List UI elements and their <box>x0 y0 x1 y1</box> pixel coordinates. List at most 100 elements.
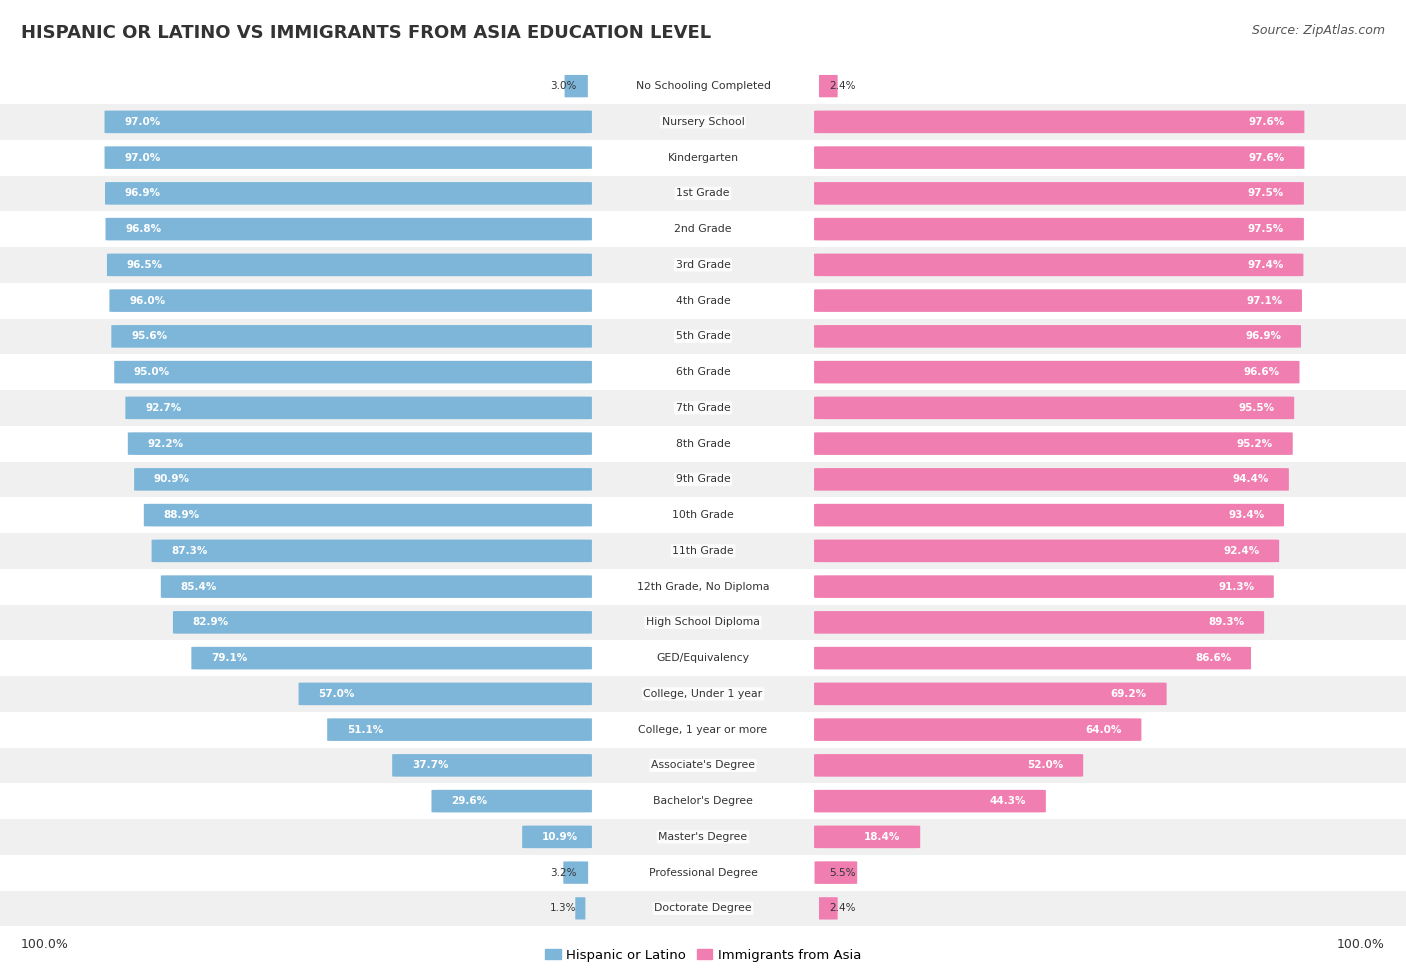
Text: 97.1%: 97.1% <box>1246 295 1282 305</box>
FancyBboxPatch shape <box>328 719 592 741</box>
Text: 3rd Grade: 3rd Grade <box>675 260 731 270</box>
Text: 3.0%: 3.0% <box>550 81 576 91</box>
FancyBboxPatch shape <box>104 110 592 134</box>
Text: 69.2%: 69.2% <box>1111 689 1147 699</box>
Text: 92.2%: 92.2% <box>148 439 184 448</box>
FancyBboxPatch shape <box>0 533 1406 568</box>
Text: 87.3%: 87.3% <box>172 546 208 556</box>
Text: 11th Grade: 11th Grade <box>672 546 734 556</box>
FancyBboxPatch shape <box>0 176 1406 212</box>
FancyBboxPatch shape <box>0 104 1406 139</box>
FancyBboxPatch shape <box>814 754 1083 777</box>
FancyBboxPatch shape <box>0 568 1406 604</box>
FancyBboxPatch shape <box>0 319 1406 354</box>
Text: 97.0%: 97.0% <box>124 153 160 163</box>
Text: 97.4%: 97.4% <box>1247 260 1284 270</box>
Text: 95.5%: 95.5% <box>1239 403 1274 412</box>
Text: GED/Equivalency: GED/Equivalency <box>657 653 749 663</box>
FancyBboxPatch shape <box>0 604 1406 641</box>
FancyBboxPatch shape <box>814 504 1284 526</box>
Text: College, Under 1 year: College, Under 1 year <box>644 689 762 699</box>
FancyBboxPatch shape <box>191 646 592 670</box>
FancyBboxPatch shape <box>134 468 592 490</box>
FancyBboxPatch shape <box>0 712 1406 748</box>
FancyBboxPatch shape <box>0 497 1406 533</box>
FancyBboxPatch shape <box>0 641 1406 676</box>
Text: 89.3%: 89.3% <box>1208 617 1244 627</box>
FancyBboxPatch shape <box>114 361 592 383</box>
Text: 91.3%: 91.3% <box>1218 582 1254 592</box>
Text: 97.6%: 97.6% <box>1249 153 1285 163</box>
Text: 9th Grade: 9th Grade <box>676 475 730 485</box>
Text: 7th Grade: 7th Grade <box>676 403 730 412</box>
Text: 10.9%: 10.9% <box>541 832 578 841</box>
Text: 96.9%: 96.9% <box>1246 332 1281 341</box>
Text: 64.0%: 64.0% <box>1085 724 1122 734</box>
FancyBboxPatch shape <box>814 682 1167 705</box>
FancyBboxPatch shape <box>564 862 588 883</box>
Text: 97.5%: 97.5% <box>1249 188 1284 198</box>
FancyBboxPatch shape <box>110 290 592 312</box>
Text: 10th Grade: 10th Grade <box>672 510 734 520</box>
Text: 96.6%: 96.6% <box>1244 368 1279 377</box>
Text: Doctorate Degree: Doctorate Degree <box>654 904 752 914</box>
FancyBboxPatch shape <box>814 539 1279 563</box>
FancyBboxPatch shape <box>814 325 1301 348</box>
FancyBboxPatch shape <box>814 182 1303 205</box>
Text: 51.1%: 51.1% <box>347 724 382 734</box>
Text: 82.9%: 82.9% <box>193 617 229 627</box>
Text: 2.4%: 2.4% <box>830 81 856 91</box>
FancyBboxPatch shape <box>0 426 1406 461</box>
Text: 85.4%: 85.4% <box>180 582 217 592</box>
FancyBboxPatch shape <box>814 254 1303 276</box>
Text: 2.4%: 2.4% <box>830 904 856 914</box>
FancyBboxPatch shape <box>105 217 592 241</box>
Text: 90.9%: 90.9% <box>153 475 190 485</box>
FancyBboxPatch shape <box>0 461 1406 497</box>
FancyBboxPatch shape <box>814 290 1302 312</box>
Text: 57.0%: 57.0% <box>318 689 354 699</box>
Text: Bachelor's Degree: Bachelor's Degree <box>652 797 754 806</box>
Text: 92.4%: 92.4% <box>1223 546 1260 556</box>
FancyBboxPatch shape <box>814 826 920 848</box>
FancyBboxPatch shape <box>814 397 1294 419</box>
Text: 2nd Grade: 2nd Grade <box>675 224 731 234</box>
FancyBboxPatch shape <box>152 539 592 563</box>
Text: 3.2%: 3.2% <box>550 868 576 878</box>
FancyBboxPatch shape <box>0 139 1406 176</box>
Text: Associate's Degree: Associate's Degree <box>651 760 755 770</box>
Text: Kindergarten: Kindergarten <box>668 153 738 163</box>
Text: 95.2%: 95.2% <box>1237 439 1272 448</box>
FancyBboxPatch shape <box>107 254 592 276</box>
FancyBboxPatch shape <box>814 217 1303 241</box>
Text: 79.1%: 79.1% <box>211 653 247 663</box>
Text: HISPANIC OR LATINO VS IMMIGRANTS FROM ASIA EDUCATION LEVEL: HISPANIC OR LATINO VS IMMIGRANTS FROM AS… <box>21 24 711 42</box>
Text: 97.5%: 97.5% <box>1249 224 1284 234</box>
FancyBboxPatch shape <box>565 75 588 98</box>
Text: 1st Grade: 1st Grade <box>676 188 730 198</box>
Text: 8th Grade: 8th Grade <box>676 439 730 448</box>
Text: 37.7%: 37.7% <box>412 760 449 770</box>
FancyBboxPatch shape <box>814 146 1305 169</box>
Text: 94.4%: 94.4% <box>1233 475 1270 485</box>
Text: 29.6%: 29.6% <box>451 797 488 806</box>
Text: 88.9%: 88.9% <box>163 510 200 520</box>
FancyBboxPatch shape <box>820 75 838 98</box>
Text: 1.3%: 1.3% <box>550 904 576 914</box>
Text: 100.0%: 100.0% <box>21 938 69 951</box>
FancyBboxPatch shape <box>128 432 592 455</box>
FancyBboxPatch shape <box>522 826 592 848</box>
FancyBboxPatch shape <box>814 575 1274 598</box>
FancyBboxPatch shape <box>820 897 838 919</box>
FancyBboxPatch shape <box>575 897 585 919</box>
FancyBboxPatch shape <box>125 397 592 419</box>
Text: 6th Grade: 6th Grade <box>676 368 730 377</box>
FancyBboxPatch shape <box>814 646 1251 670</box>
FancyBboxPatch shape <box>814 432 1292 455</box>
FancyBboxPatch shape <box>814 719 1142 741</box>
Text: 5.5%: 5.5% <box>830 868 856 878</box>
FancyBboxPatch shape <box>814 790 1046 812</box>
Text: No Schooling Completed: No Schooling Completed <box>636 81 770 91</box>
FancyBboxPatch shape <box>111 325 592 348</box>
Text: 97.0%: 97.0% <box>124 117 160 127</box>
